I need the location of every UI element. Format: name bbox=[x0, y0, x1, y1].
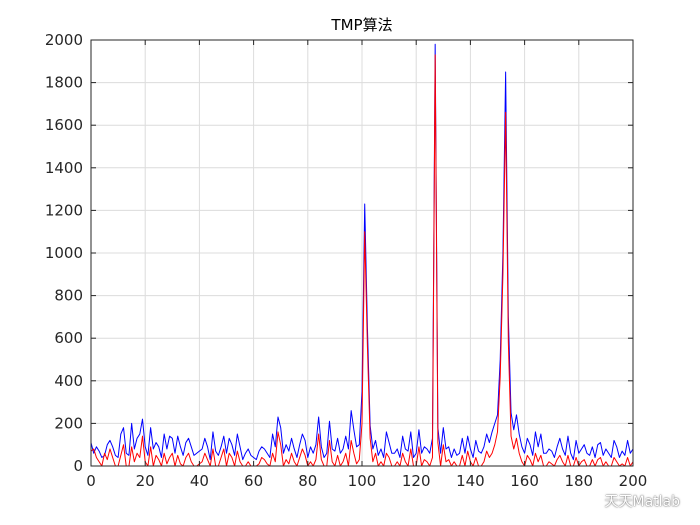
series-line-red bbox=[90, 54, 634, 467]
series-layer bbox=[90, 43, 634, 467]
x-tick-label: 60 bbox=[244, 472, 263, 490]
x-tick-label: 0 bbox=[86, 472, 96, 490]
y-tick-label: 1000 bbox=[45, 244, 83, 262]
x-tick-label: 180 bbox=[564, 472, 593, 490]
x-tick-label: 80 bbox=[298, 472, 317, 490]
wechat-icon bbox=[582, 494, 601, 508]
x-tick-label: 100 bbox=[348, 472, 377, 490]
chart-title: TMP算法 bbox=[330, 16, 392, 34]
y-tick-label: 400 bbox=[54, 372, 83, 390]
x-tick-label: 160 bbox=[510, 472, 539, 490]
y-tick-label: 1600 bbox=[45, 116, 83, 134]
y-tick-label: 600 bbox=[54, 329, 83, 347]
y-tick-label: 200 bbox=[54, 414, 83, 432]
tick-layer: 0 20 40 60 80 100 120 140 160 180 2000200400600800… bbox=[45, 31, 648, 490]
y-tick-label: 2000 bbox=[45, 31, 83, 49]
x-tick-label: 40 bbox=[190, 472, 209, 490]
x-tick-label: 200 bbox=[619, 472, 648, 490]
x-tick-label: 20 bbox=[136, 472, 155, 490]
x-tick-label: 140 bbox=[456, 472, 485, 490]
y-tick-label: 1400 bbox=[45, 159, 83, 177]
y-tick-label: 800 bbox=[54, 287, 83, 305]
watermark-text: 天天Matlab bbox=[604, 494, 680, 510]
y-tick-label: 0 bbox=[73, 457, 83, 475]
watermark: 天天Matlab bbox=[582, 491, 680, 511]
x-tick-label: 120 bbox=[402, 472, 431, 490]
y-tick-label: 1200 bbox=[45, 201, 83, 219]
y-tick-label: 1800 bbox=[45, 74, 83, 92]
